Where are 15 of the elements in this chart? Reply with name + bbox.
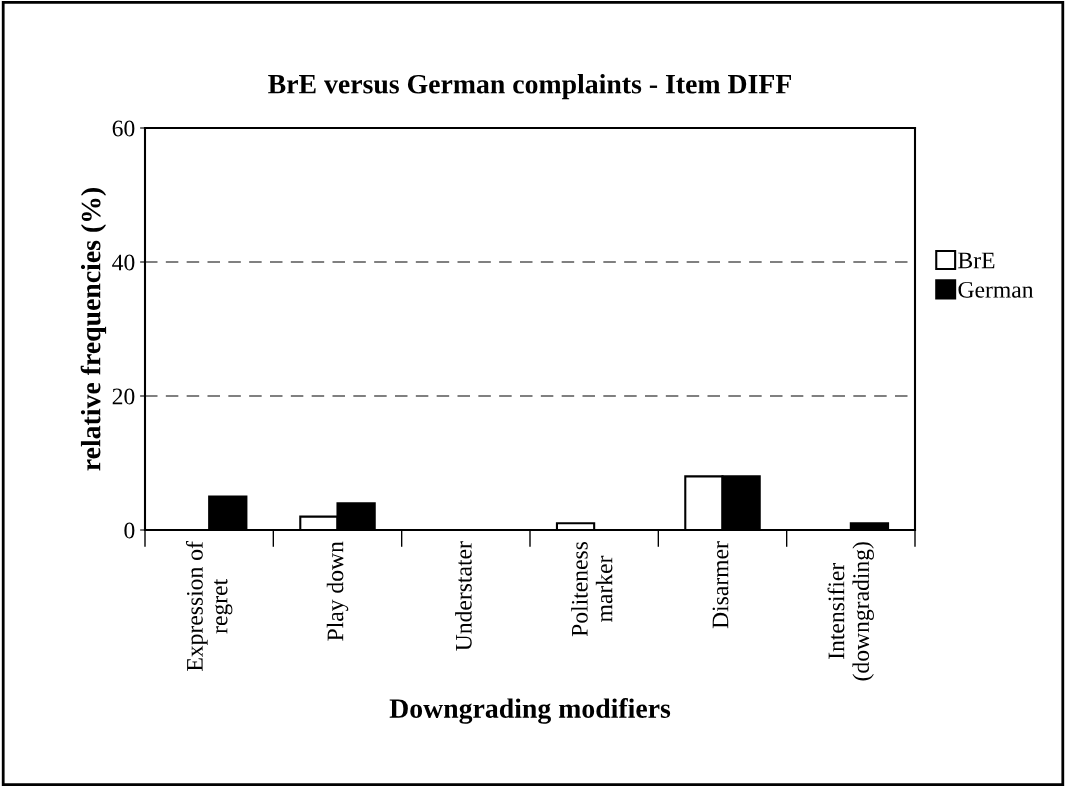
- chart-title: BrE versus German complaints - Item DIFF: [268, 74, 791, 100]
- x-axis-title: Downgrading modifiers: [389, 698, 671, 724]
- y-tick-label: 20: [112, 388, 135, 405]
- y-tick-label: 60: [112, 120, 135, 137]
- x-tick-label: Expression of regret: [185, 541, 233, 671]
- x-tick-label: Disarmer: [712, 541, 729, 629]
- legend-label: German: [958, 281, 1034, 298]
- x-tick-label: Understater: [455, 541, 472, 651]
- y-tick-label: 40: [112, 254, 135, 271]
- y-tick-label: 0: [124, 522, 135, 539]
- x-tick-label: Play down: [326, 541, 349, 641]
- y-axis-title: relative frequencies (%): [80, 188, 107, 471]
- legend-label: BrE: [958, 252, 995, 269]
- x-tick-label: Intensifier (downgrading): [827, 542, 874, 681]
- x-tick-label: Politeness marker: [571, 541, 613, 637]
